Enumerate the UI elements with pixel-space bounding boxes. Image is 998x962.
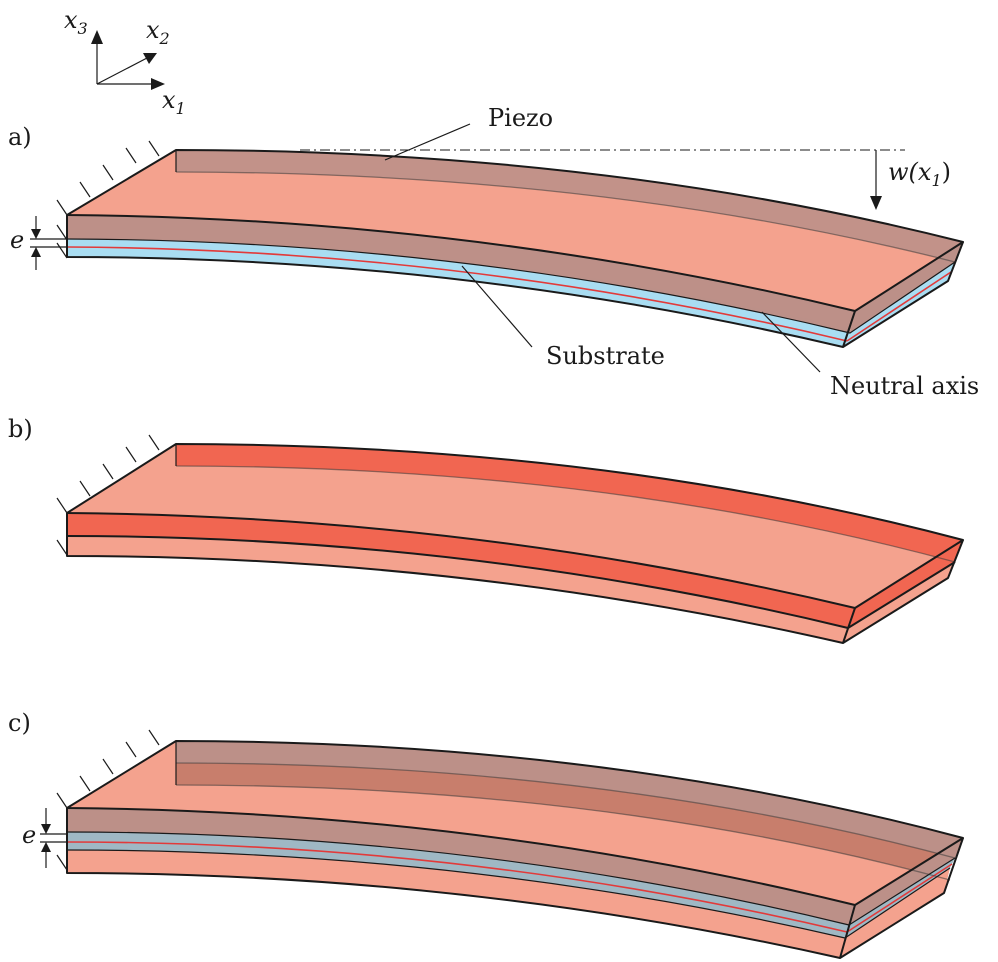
clamp-hatching (56, 140, 160, 259)
piezo-top-face (67, 150, 963, 311)
piezo-label: Piezo (488, 104, 553, 132)
offset-marker-a: e (10, 216, 67, 270)
x3-axis-label: x3 (64, 6, 88, 38)
substrate-front-face (67, 239, 850, 347)
panel-a-tag: a) (8, 123, 32, 151)
clamp-hatching (56, 434, 160, 556)
piezo-front-face (67, 215, 855, 333)
offset-marker-c: e (22, 808, 67, 868)
deflection-label: w(x1) (888, 158, 951, 190)
coordinate-axes: x3 x2 x1 (64, 6, 186, 118)
panel-c-tag: c) (8, 709, 31, 737)
svg-text:e: e (22, 821, 36, 849)
piezo-top-face (67, 444, 963, 608)
neutral-axis-line (66, 841, 848, 933)
neutral-axis-label: Neutral axis (830, 372, 979, 400)
clamp-hatching (56, 729, 160, 871)
substrate-label: Substrate (546, 342, 665, 370)
x1-axis-label: x1 (162, 86, 186, 118)
svg-text:e: e (10, 226, 24, 254)
piezo-front-face (67, 513, 855, 628)
panel-b: b) (8, 415, 964, 644)
panel-b-tag: b) (8, 415, 33, 443)
panel-a: a) (8, 104, 979, 400)
x2-axis-label: x2 (146, 16, 170, 48)
panel-c: c) (8, 709, 964, 959)
neutral-axis-line (66, 246, 848, 342)
